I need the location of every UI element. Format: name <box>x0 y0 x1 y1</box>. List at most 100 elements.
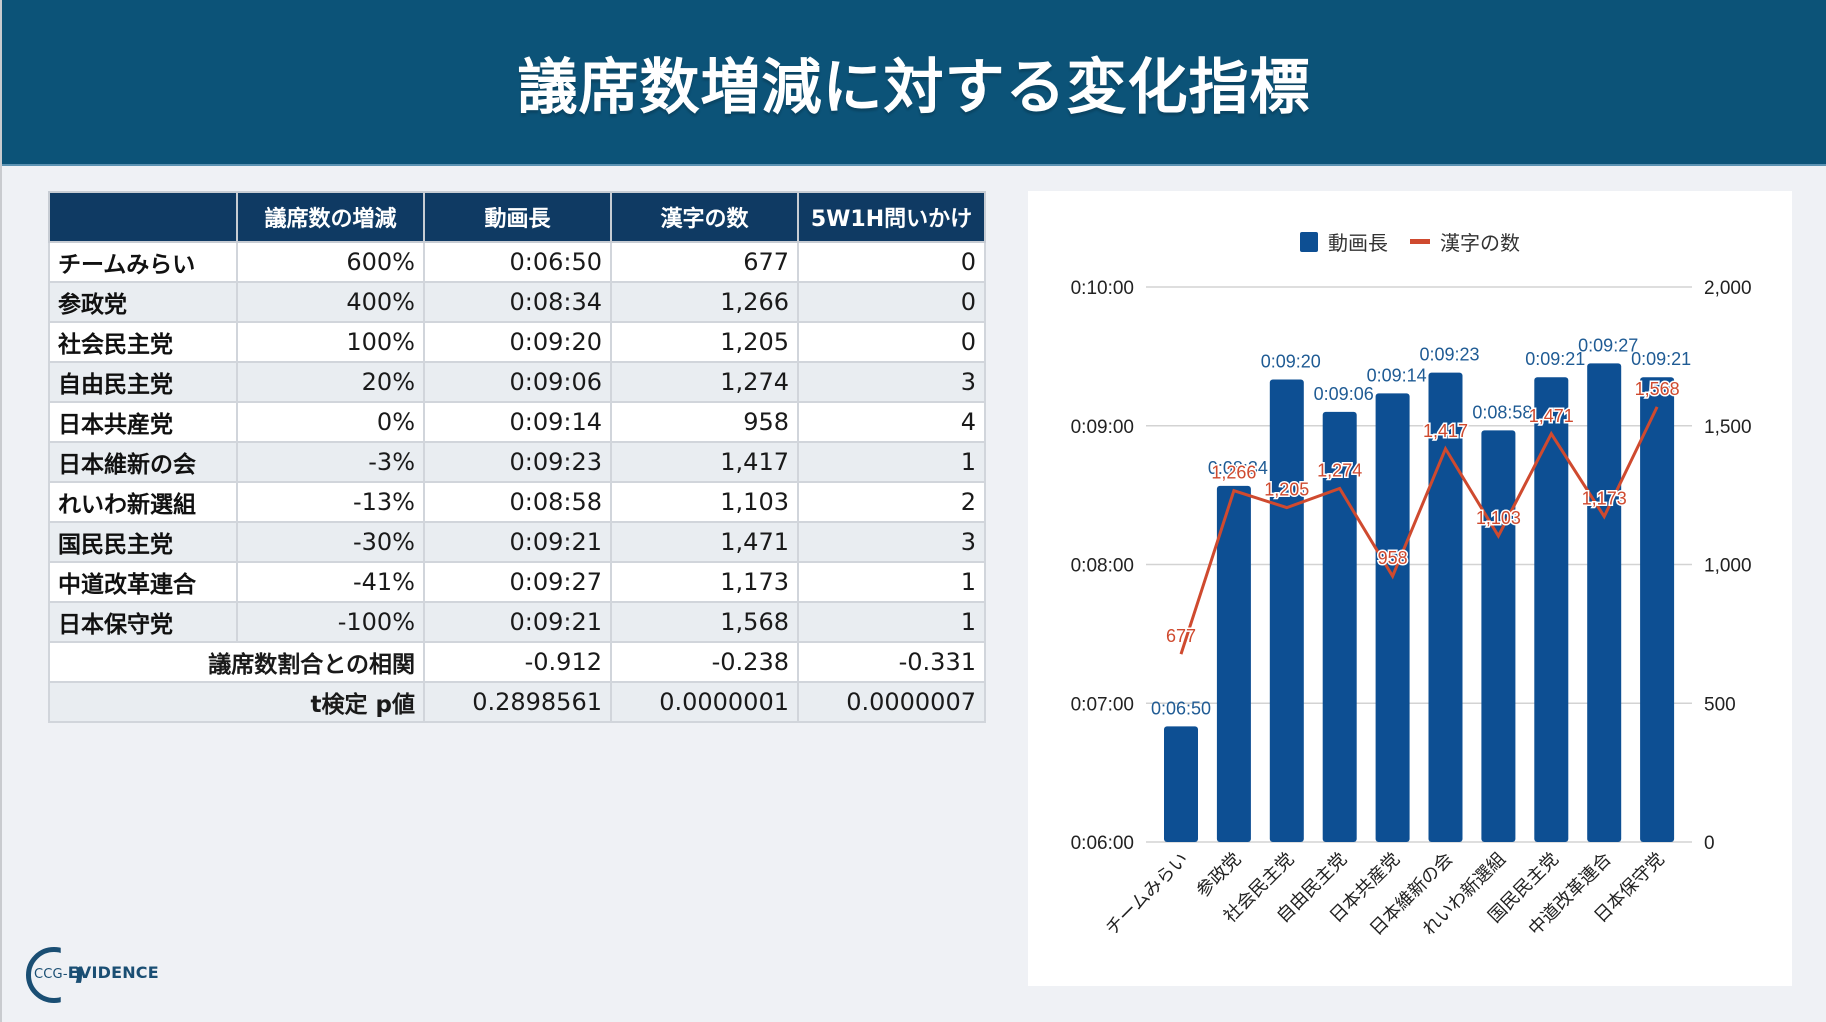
video-length-cell: 0:06:50 <box>423 241 612 283</box>
five-w1h-cell: 1 <box>797 561 986 603</box>
summary-label: 議席数割合との相関 <box>48 641 425 683</box>
video-length-cell: 0:09:20 <box>423 321 612 363</box>
line-data-label: 958 <box>1378 548 1408 568</box>
combo-chart: 0:06:00 0:07:00 0:08:00 0:09:00 0:10:00 0 500 1… <box>1071 278 1752 940</box>
party-cell: 日本共産党 <box>48 401 238 443</box>
video-length-cell: 0:09:14 <box>423 401 612 443</box>
right-axis-tick-label: 1,000 <box>1704 556 1752 577</box>
line-data-label: 1,205 <box>1264 480 1309 500</box>
line-data-label: 1,173 <box>1582 488 1627 508</box>
seat-change-cell: 0% <box>236 401 425 443</box>
kanji-count-cell: 1,274 <box>610 361 799 403</box>
legend-label-video-length: 動画長 <box>1328 231 1388 255</box>
seat-change-cell: -100% <box>236 601 425 643</box>
bar-video-length <box>1375 393 1410 842</box>
right-axis-tick-label: 0 <box>1704 833 1715 854</box>
bar-data-label: 0:08:58 <box>1472 402 1532 422</box>
summary-video-length-cell: -0.912 <box>423 641 612 683</box>
header-5w1h: 5W1H問いかけ <box>797 191 986 243</box>
bar-video-length <box>1428 372 1463 842</box>
bar-data-label: 0:09:06 <box>1314 384 1374 404</box>
party-cell: 日本保守党 <box>48 601 238 643</box>
left-axis-tick-label: 0:07:00 <box>1071 694 1134 715</box>
table-row: 参政党 400% 0:08:34 1,266 0 <box>48 281 986 323</box>
legend-label-kanji-count: 漢字の数 <box>1440 231 1520 255</box>
party-cell: 社会民主党 <box>48 321 238 363</box>
seat-change-cell: 100% <box>236 321 425 363</box>
left-edge-strip <box>0 0 2 1022</box>
seat-change-cell: 600% <box>236 241 425 283</box>
party-cell: れいわ新選組 <box>48 481 238 523</box>
five-w1h-cell: 1 <box>797 601 986 643</box>
five-w1h-cell: 3 <box>797 361 986 403</box>
table-row: 中道改革連合 -41% 0:09:27 1,173 1 <box>48 561 986 603</box>
bar-video-length <box>1587 363 1622 842</box>
table-row: 日本保守党 -100% 0:09:21 1,568 1 <box>48 601 986 643</box>
summary-kanji-count-cell: 0.0000001 <box>610 681 799 723</box>
party-cell: 日本維新の会 <box>48 441 238 483</box>
logo-name: EVIDENCE <box>67 963 159 982</box>
table-row: 日本共産党 0% 0:09:14 958 4 <box>48 401 986 443</box>
kanji-count-cell: 677 <box>610 241 799 283</box>
kanji-count-cell: 1,471 <box>610 521 799 563</box>
summary-row: t検定 p値 0.2898561 0.0000001 0.0000007 <box>48 681 986 723</box>
seat-change-cell: -13% <box>236 481 425 523</box>
video-length-cell: 0:09:21 <box>423 521 612 563</box>
seat-change-cell: -3% <box>236 441 425 483</box>
table-row: れいわ新選組 -13% 0:08:58 1,103 2 <box>48 481 986 523</box>
summary-video-length-cell: 0.2898561 <box>423 681 612 723</box>
left-axis-tick-label: 0:06:00 <box>1071 833 1134 854</box>
party-cell: チームみらい <box>48 241 238 283</box>
bar-data-label: 0:09:21 <box>1631 349 1691 369</box>
bar-video-length <box>1534 377 1569 842</box>
bar-video-length <box>1481 430 1516 842</box>
summary-five-w1h-cell: -0.331 <box>797 641 986 683</box>
logo-prefix: CCG- <box>34 967 68 982</box>
seat-change-cell: -30% <box>236 521 425 563</box>
party-cell: 自由民主党 <box>48 361 238 403</box>
bar-video-length <box>1640 377 1675 842</box>
right-axis-tick-label: 500 <box>1704 694 1736 715</box>
bar-video-length <box>1216 485 1251 842</box>
table-row: 自由民主党 20% 0:09:06 1,274 3 <box>48 361 986 403</box>
line-data-label: 1,417 <box>1423 421 1468 441</box>
right-axis-tick-label: 1,500 <box>1704 417 1752 438</box>
bar-data-label: 0:09:20 <box>1261 352 1321 372</box>
header-party <box>48 191 238 243</box>
bar-data-label: 0:09:21 <box>1525 349 1585 369</box>
title-banner: 議席数増減に対する変化指標 <box>2 0 1826 166</box>
five-w1h-cell: 4 <box>797 401 986 443</box>
summary-five-w1h-cell: 0.0000007 <box>797 681 986 723</box>
bar-video-length <box>1164 726 1198 842</box>
line-data-label: 1,471 <box>1529 406 1574 426</box>
x-axis-category-label: チームみらい <box>1102 849 1193 940</box>
line-data-label: 1,103 <box>1476 508 1521 528</box>
video-length-cell: 0:09:21 <box>423 601 612 643</box>
right-axis-tick-label: 2,000 <box>1704 278 1752 299</box>
seat-change-cell: 400% <box>236 281 425 323</box>
five-w1h-cell: 0 <box>797 321 986 363</box>
header-kanji-count: 漢字の数 <box>610 191 799 243</box>
header-video-length: 動画長 <box>423 191 612 243</box>
page-title: 議席数増減に対する変化指標 <box>517 52 1311 123</box>
chart-panel: 動画長 漢字の数 0:06:00 0:07:00 0:08:00 0:09:00 0:1… <box>1028 191 1792 986</box>
metrics-table: 議席数の増減 動画長 漢字の数 5W1H問いかけ チームみらい 600% 0:06:… <box>48 191 986 723</box>
five-w1h-cell: 0 <box>797 241 986 283</box>
line-data-label: 677 <box>1166 626 1196 646</box>
summary-kanji-count-cell: -0.238 <box>610 641 799 683</box>
summary-row: 議席数割合との相関 -0.912 -0.238 -0.331 <box>48 641 986 683</box>
left-axis-tick-label: 0:09:00 <box>1071 417 1134 438</box>
kanji-count-cell: 958 <box>610 401 799 443</box>
video-length-cell: 0:08:34 <box>423 281 612 323</box>
table-header-row: 議席数の増減 動画長 漢字の数 5W1H問いかけ <box>48 191 986 243</box>
legend-item-kanji-count: 漢字の数 <box>1410 227 1520 256</box>
line-swatch-icon <box>1410 239 1430 244</box>
party-cell: 国民民主党 <box>48 521 238 563</box>
line-data-label: 1,568 <box>1635 379 1680 399</box>
table-row: 社会民主党 100% 0:09:20 1,205 0 <box>48 321 986 363</box>
five-w1h-cell: 1 <box>797 441 986 483</box>
kanji-count-cell: 1,568 <box>610 601 799 643</box>
line-data-label: 1,266 <box>1211 463 1256 483</box>
kanji-count-cell: 1,417 <box>610 441 799 483</box>
five-w1h-cell: 3 <box>797 521 986 563</box>
